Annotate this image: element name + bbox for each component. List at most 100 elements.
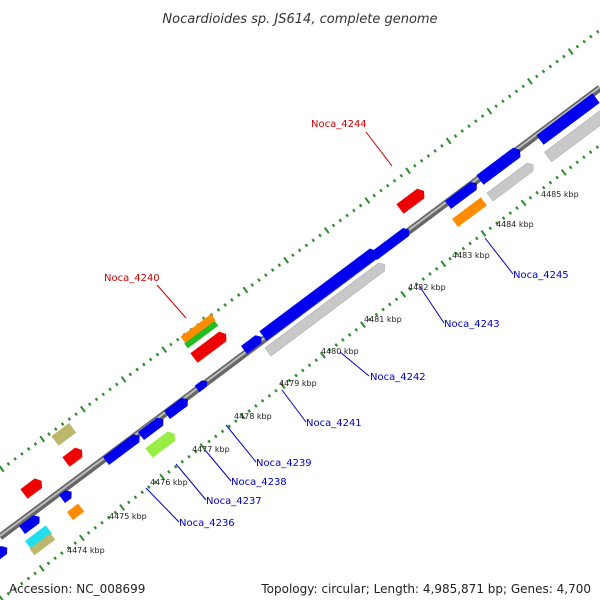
ruler-dot — [575, 160, 579, 165]
ruler-dot — [555, 175, 559, 180]
cds-blue-4239[interactable] — [103, 432, 143, 466]
ruler-dot — [433, 149, 437, 153]
cds-blue-small-a[interactable] — [241, 333, 265, 355]
ruler-dot — [80, 405, 86, 413]
ruler-dot — [147, 485, 151, 489]
cds-blue-4243[interactable] — [371, 226, 412, 261]
ruler-dot — [421, 277, 426, 281]
ruler-dot — [120, 376, 127, 383]
ruler-dot — [494, 104, 498, 109]
ruler-dot — [535, 74, 539, 79]
cds-grey-4242[interactable] — [264, 261, 388, 357]
ruler-dot — [400, 290, 407, 298]
ruler-dot — [6, 591, 11, 596]
ruler-dot — [515, 206, 519, 210]
ruler-dot — [520, 199, 527, 207]
ruler-dot — [474, 119, 478, 123]
gene-label-noca-4239[interactable]: Noca_4239 — [256, 458, 312, 469]
ruler-dot — [548, 180, 553, 185]
ruler-dot — [46, 561, 51, 566]
cds-lime-4237[interactable] — [145, 429, 178, 458]
cds-blue-4245-top[interactable] — [476, 145, 523, 185]
gene-label-noca-4236[interactable]: Noca_4236 — [179, 518, 235, 529]
cds-blue-small-b[interactable] — [194, 378, 210, 393]
ruler-dot — [548, 64, 553, 69]
ruler-dot — [588, 150, 593, 154]
cds-red-4240[interactable] — [190, 329, 229, 363]
ruler-dot — [227, 424, 231, 429]
ruler-dot — [67, 417, 72, 422]
ruler-dot — [582, 155, 586, 160]
gene-labels: Noca_4244 Noca_4240 Noca_4245 Noca_4243 … — [104, 119, 569, 529]
ruler-dot — [358, 203, 363, 208]
ruler-dot — [501, 99, 505, 104]
gene-label-noca-4240[interactable]: Noca_4240 — [104, 273, 160, 284]
ruler-dot — [541, 185, 546, 190]
ruler-dot — [39, 435, 46, 443]
gene-label-noca-4241[interactable]: Noca_4241 — [306, 418, 362, 429]
ruler-dot — [283, 256, 290, 264]
ruler-dot — [385, 183, 390, 188]
tick-4479: 4479 kbp — [279, 379, 317, 388]
ruler-dot — [307, 363, 312, 368]
ruler-dot — [199, 443, 206, 450]
ruler-dot — [264, 273, 268, 277]
cds-orange-4236[interactable] — [67, 503, 85, 521]
gene-label-noca-4244[interactable]: Noca_4244 — [311, 119, 367, 130]
cds-blue-4238[interactable] — [138, 415, 166, 441]
ruler-dot — [405, 167, 411, 175]
cds-blue-4244b[interactable] — [445, 179, 480, 210]
ruler-dot — [381, 307, 385, 312]
cds-blue-end[interactable] — [536, 93, 600, 145]
ruler-dot — [223, 303, 227, 307]
ruler-dot — [257, 278, 261, 282]
cds-grey-end[interactable] — [544, 109, 600, 163]
cds-grey-4245[interactable] — [486, 161, 536, 202]
ruler-dot — [193, 449, 198, 454]
ruler-dot — [461, 246, 466, 251]
cds-blue-4238b[interactable] — [164, 395, 191, 420]
tick-4484: 4484 kbp — [496, 220, 534, 229]
cds-red-c[interactable] — [20, 476, 45, 499]
cds-orange-4245[interactable] — [452, 197, 487, 228]
cds-orange-4240[interactable] — [180, 314, 216, 344]
cds-blue-edge[interactable] — [0, 544, 10, 561]
tick-4481: 4481 kbp — [364, 315, 402, 324]
cds-blue-4236[interactable] — [19, 513, 43, 535]
ruler-dot — [207, 439, 211, 444]
cds-red-4244[interactable] — [396, 186, 427, 214]
gene-label-noca-4238[interactable]: Noca_4238 — [231, 477, 287, 488]
cds-khaki-b[interactable] — [29, 533, 56, 556]
gene-label-noca-4243[interactable]: Noca_4243 — [444, 319, 500, 330]
ruler-dot — [20, 452, 24, 456]
ruler-dot — [142, 362, 146, 367]
ruler-dot — [352, 208, 356, 213]
ruler-dot — [360, 321, 366, 329]
ruler-dotted-lines — [0, 29, 600, 600]
gene-label-noca-4242[interactable]: Noca_4242 — [370, 372, 426, 383]
ruler-dot — [86, 530, 91, 535]
ruler-dot — [294, 373, 298, 378]
cds-khaki-a[interactable] — [51, 423, 77, 446]
tick-4485: 4485 kbp — [541, 190, 579, 199]
ruler-dot — [26, 576, 31, 581]
gene-label-noca-4245[interactable]: Noca_4245 — [513, 270, 569, 281]
ruler-dot — [445, 137, 452, 145]
ruler-dot — [133, 495, 138, 500]
ruler-dot — [347, 333, 352, 337]
ruler-dot — [13, 586, 17, 591]
ruler-dot — [297, 248, 302, 253]
ruler-dot — [560, 169, 567, 176]
ruler-dot — [242, 286, 249, 294]
ruler-dot — [135, 367, 139, 372]
ruler-dot — [413, 163, 417, 168]
ruler-dot — [277, 263, 282, 268]
ruler-dot — [399, 173, 404, 178]
cds-blue-4241[interactable] — [259, 246, 380, 341]
gene-label-noca-4237[interactable]: Noca_4237 — [206, 496, 262, 507]
cds-blue-small-c[interactable] — [59, 488, 75, 504]
cds-red-b[interactable] — [62, 445, 85, 467]
cds-green-4240[interactable] — [184, 320, 219, 349]
ruler-dot — [0, 465, 5, 473]
cds-cyan[interactable] — [25, 525, 52, 550]
